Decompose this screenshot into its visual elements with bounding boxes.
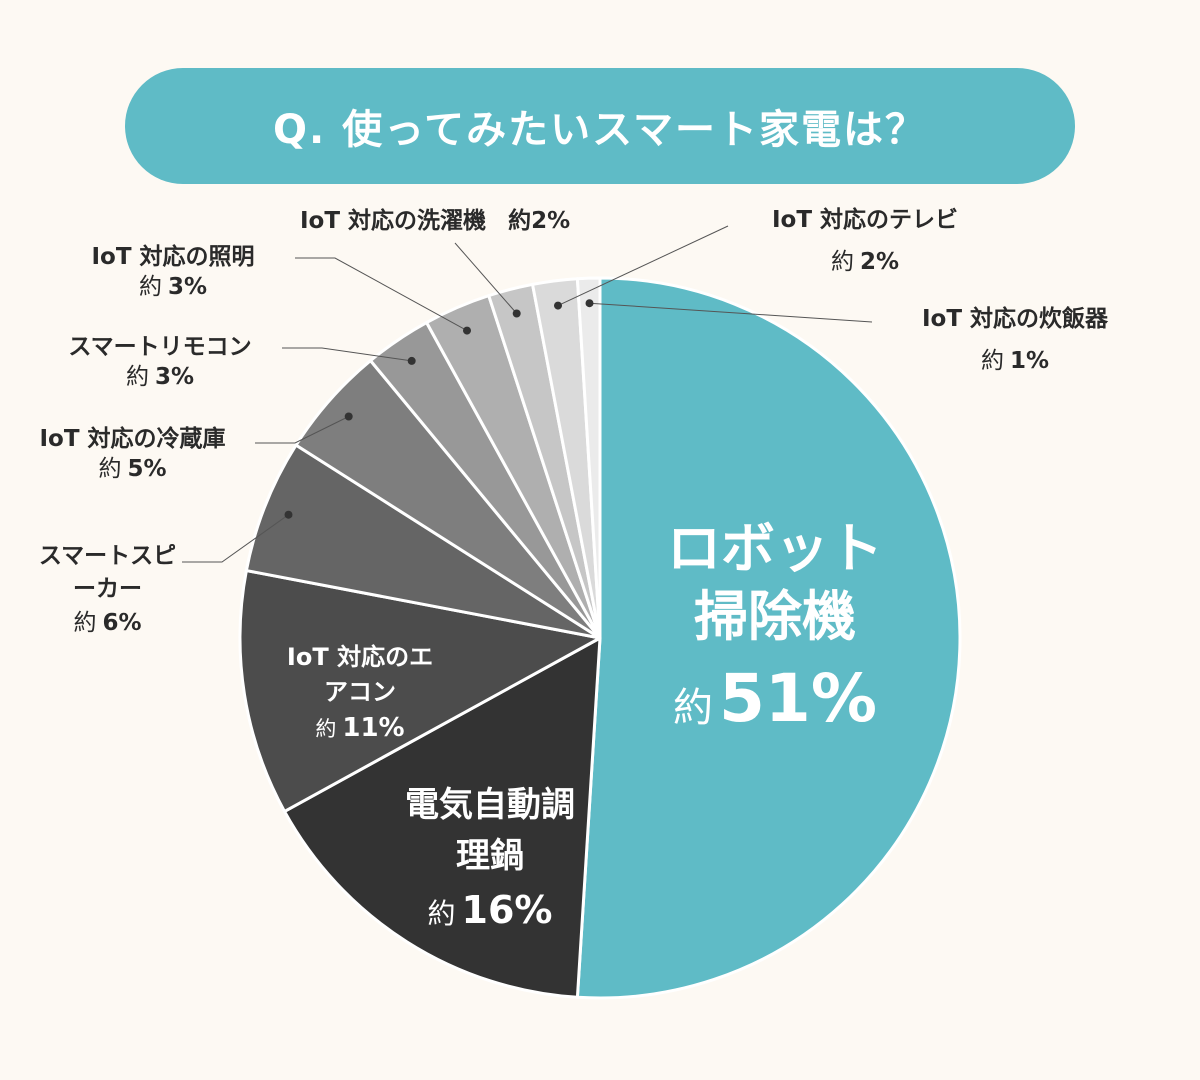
- leader-dot-iot-rice-cooker: [585, 299, 594, 308]
- slice-iot-aircon: [238, 569, 602, 813]
- label-iot-aircon: IoT 対応のエアコン 約 11%: [286, 643, 434, 743]
- label-iot-rice-cooker: IoT 対応の炊飯器 約 1%: [921, 306, 1109, 374]
- title-banner: Q. 使ってみたいスマート家電は？: [125, 68, 1075, 184]
- leader-line-smart-speaker: [182, 514, 289, 563]
- leader-line-iot-fridge: [255, 416, 349, 444]
- leader-dot-iot-lighting: [463, 326, 471, 335]
- label-iot-washer: IoT 対応の洗濯機 約2%: [300, 208, 571, 234]
- label-iot-fridge: IoT 対応の冷蔵庫 約 5%: [39, 426, 226, 482]
- label-iot-tv: IoT 対応のテレビ 約 2%: [771, 207, 959, 275]
- slice-robot-vacuum: [575, 276, 962, 1000]
- slice-smart-speaker: [244, 443, 602, 640]
- label-smart-remote: スマートリモコン 約 3%: [68, 334, 252, 390]
- leader-line-iot-tv: [557, 225, 729, 307]
- slice-iot-rice-cooker: [575, 276, 602, 640]
- label-robot-vacuum: ロボット掃除機 約51%: [667, 517, 883, 737]
- leader-line-iot-rice-cooker: [589, 302, 873, 323]
- leader-dot-smart-remote: [407, 356, 416, 365]
- label-smart-speaker: スマートスピーカー 約 6%: [38, 543, 177, 636]
- leader-dot-iot-fridge: [344, 412, 353, 421]
- leader-line-smart-remote: [282, 347, 412, 362]
- chart-title: Q. 使ってみたいスマート家電は？: [273, 107, 927, 153]
- leader-dot-smart-speaker: [284, 510, 293, 519]
- slice-electric-cooker: [283, 636, 602, 999]
- label-iot-lighting: IoT 対応の照明 約 3%: [91, 244, 255, 300]
- leader-dot-iot-tv: [554, 301, 562, 310]
- leader-line-iot-lighting: [295, 257, 468, 332]
- leader-line-iot-washer: [454, 242, 518, 314]
- label-electric-cooker: 電気自動調理鍋 約 16%: [405, 785, 575, 932]
- leader-dot-iot-washer: [512, 309, 521, 318]
